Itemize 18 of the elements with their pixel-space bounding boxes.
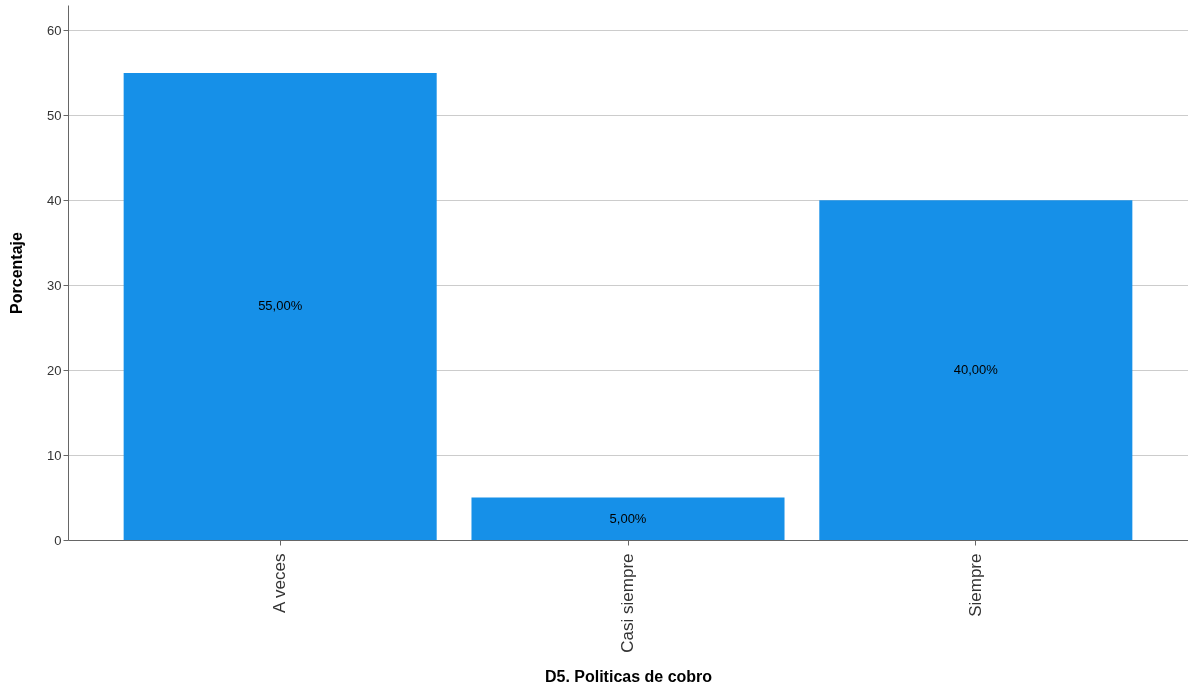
x-axis-title: D5. Politicas de cobro (544, 667, 713, 685)
y-tick-label: 10 (47, 447, 62, 463)
y-tick-label: 20 (47, 362, 62, 378)
bar (471, 497, 785, 540)
y-tick-label: 60 (47, 22, 62, 38)
y-axis-title: Porcentaje (8, 231, 26, 314)
y-tick-label: 50 (47, 107, 62, 123)
x-tick-label: A veces (270, 553, 290, 614)
bar (123, 72, 437, 540)
x-tick-label: Casi siempre (618, 553, 637, 653)
y-tick-label: 40 (47, 192, 62, 208)
bar (819, 200, 1133, 540)
data-label: 40,00% (953, 362, 999, 378)
y-tick-label: 0 (54, 532, 62, 548)
data-label: 5,00% (609, 510, 647, 526)
data-label: 55,00% (258, 298, 303, 314)
x-tick-label: Siempre (965, 553, 985, 617)
y-tick-label: 30 (47, 277, 62, 293)
